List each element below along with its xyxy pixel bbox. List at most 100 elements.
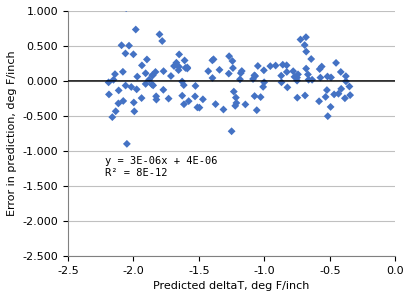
Point [130, 52, 137, 57]
Point [283, 63, 290, 68]
Point [120, 99, 127, 103]
Point [303, 49, 309, 54]
Point [229, 59, 236, 63]
Point [317, 75, 324, 80]
Point [105, 80, 112, 85]
Point [347, 93, 353, 97]
Point [294, 75, 300, 80]
Point [230, 66, 236, 70]
Point [182, 66, 189, 70]
Point [122, 51, 129, 56]
Point [106, 92, 112, 97]
Point [272, 63, 279, 68]
Point [150, 83, 157, 88]
Point [290, 69, 296, 74]
Point [131, 100, 137, 105]
Point [126, 43, 132, 48]
Point [324, 74, 331, 79]
Point [309, 77, 315, 82]
Point [149, 73, 156, 77]
Point [175, 64, 182, 69]
Point [138, 96, 145, 100]
Point [333, 60, 339, 65]
Point [261, 68, 267, 73]
Point [319, 64, 325, 69]
Point [242, 102, 249, 107]
Point [209, 76, 216, 80]
Point [156, 32, 163, 37]
Point [153, 97, 160, 102]
Point [325, 114, 331, 119]
Point [322, 94, 329, 99]
Point [303, 66, 309, 71]
Point [192, 83, 199, 88]
Point [176, 52, 182, 57]
Point [316, 99, 322, 104]
Point [220, 107, 227, 112]
Point [146, 77, 152, 82]
Point [196, 105, 203, 110]
Point [171, 64, 177, 69]
X-axis label: Predicted deltaT, deg F/inch: Predicted deltaT, deg F/inch [153, 281, 310, 291]
Point [257, 95, 264, 100]
Point [165, 96, 172, 101]
Point [279, 62, 286, 67]
Point [229, 129, 235, 134]
Point [110, 77, 117, 82]
Point [142, 82, 149, 86]
Point [131, 109, 138, 114]
Point [295, 72, 301, 77]
Point [132, 27, 139, 32]
Point [238, 71, 244, 75]
Point [267, 64, 274, 69]
Point [251, 73, 258, 78]
Point [160, 69, 167, 74]
Point [305, 72, 311, 77]
Point [294, 78, 300, 83]
Point [260, 84, 266, 89]
Y-axis label: Error in prediction, deg F/inch: Error in prediction, deg F/inch [7, 51, 17, 216]
Point [143, 57, 150, 62]
Point [327, 105, 334, 109]
Point [278, 73, 284, 78]
Point [180, 83, 187, 88]
Point [153, 94, 159, 99]
Point [284, 69, 290, 74]
Point [142, 71, 149, 76]
Point [115, 101, 122, 106]
Point [308, 57, 314, 61]
Point [335, 91, 342, 96]
Point [115, 88, 122, 93]
Point [216, 67, 223, 72]
Point [192, 94, 199, 99]
Point [173, 60, 180, 65]
Point [159, 39, 166, 44]
Point [181, 58, 188, 63]
Point [331, 92, 337, 97]
Point [200, 97, 206, 102]
Point [212, 102, 219, 106]
Point [128, 85, 134, 89]
Point [184, 66, 191, 71]
Point [305, 77, 312, 82]
Point [233, 101, 240, 105]
Point [297, 37, 304, 42]
Point [291, 74, 298, 79]
Point [238, 69, 245, 73]
Point [252, 74, 259, 78]
Point [328, 75, 334, 80]
Point [124, 142, 130, 146]
Point [343, 74, 349, 79]
Point [184, 65, 191, 70]
Point [181, 102, 187, 107]
Point [254, 63, 261, 68]
Point [342, 96, 348, 101]
Point [175, 68, 182, 72]
Point [109, 115, 115, 119]
Point [338, 86, 344, 91]
Point [210, 57, 217, 62]
Point [226, 54, 232, 59]
Point [261, 80, 268, 85]
Point [150, 73, 156, 78]
Point [122, 83, 129, 88]
